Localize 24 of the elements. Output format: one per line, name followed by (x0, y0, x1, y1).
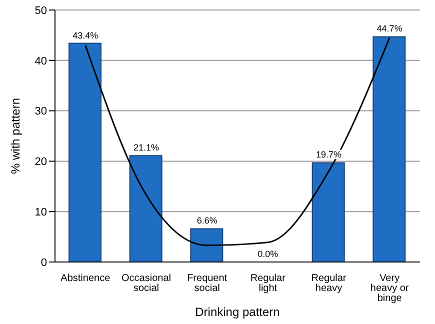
y-tick-label: 20 (34, 156, 47, 168)
y-axis-title: % with pattern (8, 98, 22, 174)
y-tick-label: 40 (34, 55, 47, 68)
bar (68, 42, 102, 262)
bar (312, 162, 345, 262)
data-label: 6.6% (196, 216, 218, 226)
bar (190, 228, 224, 262)
x-tick-label: Occasional social (122, 273, 171, 294)
y-tick-label: 50 (34, 4, 47, 17)
x-tick-label: Very heavy or binge (370, 273, 410, 304)
data-label: 43.4% (72, 30, 98, 40)
x-tick-label: Regular light (250, 273, 286, 294)
x-tick-label: Abstinence (60, 273, 111, 284)
x-axis-title: Drinking pattern (195, 305, 280, 319)
x-tick-label: Frequent social (187, 273, 228, 294)
y-tick-label: 0 (40, 256, 47, 269)
data-label: 0.0% (258, 248, 278, 259)
y-tick-label: 30 (34, 106, 47, 118)
bar (372, 36, 406, 262)
bar (129, 155, 162, 262)
y-tick-label: 10 (34, 206, 47, 219)
data-label: 44.7% (376, 24, 402, 34)
x-tick-label: Regular heavy (311, 273, 347, 294)
data-label: 21.1% (133, 142, 160, 153)
